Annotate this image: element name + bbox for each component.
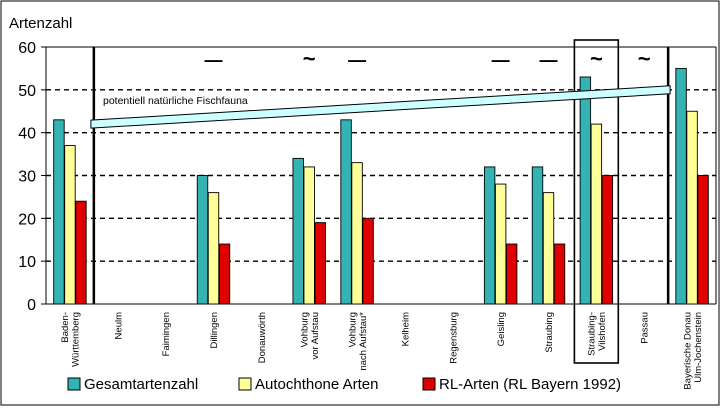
trend-mark: ~ [590,46,603,71]
y-tick-labels: 0 10 20 30 40 50 60 [18,40,46,314]
bar-autochthon [64,145,76,305]
x-tick-label-line: Kelheim [400,312,411,346]
trend-mark: — [205,50,223,70]
bars [53,67,709,305]
x-tick-label-line: Geisling [496,312,507,346]
bar-rl [697,175,709,305]
x-tick-label-line: Vohburg [299,312,310,347]
y-tick-label: 10 [18,254,36,271]
x-tick-label: Regensburg [448,312,459,364]
bar-autochthon [351,162,363,305]
bar-autochthon [494,183,507,305]
x-tick-label: Dillingen [209,312,220,348]
x-tick-label: Geisling [496,312,507,346]
legend-label: Gesamtartenzahl [84,376,198,393]
bar-gesamt [531,166,544,305]
annotation-group: — ~ — — — ~ ~ potentiell natürliche Fischfauna [90,39,671,364]
x-tick-label: Faimingen [161,312,172,356]
x-tick-label: Vohburgvor Aufstau [299,312,321,360]
y-tick-label: 50 [18,83,36,100]
bar-autochthon [207,192,220,305]
bar-rl [505,243,518,305]
x-tick-label-line: Donauwörth [257,312,268,363]
bar-rl [601,175,614,305]
x-tick-label-line: Straubing [544,312,555,353]
bar-rl [75,200,87,305]
x-tick-label-line: Faimingen [161,312,172,356]
bar-gesamt [53,119,65,305]
y-tick-label: 20 [18,211,36,228]
legend-label: Autochthone Arten [255,376,378,393]
annotation-text: potentiell natürliche Fischfauna [103,95,248,107]
highlight-box [573,39,620,364]
trend-mark: ~ [638,46,651,71]
trend-mark: — [492,50,510,70]
x-tick-label: Kelheim [400,312,411,346]
x-tick-label-line: Vilshofen [597,312,608,351]
bar-gesamt [196,175,209,305]
y-tick-label: 30 [18,169,36,186]
x-tick-label: Neulm [113,312,124,340]
y-tick-label: 60 [18,40,36,57]
x-tick-label-line: Straubing- [587,312,598,356]
x-tick-label-line: Neulm [113,312,124,340]
legend: Gesamtartenzahl Autochthone Arten RL-Arten… [67,376,621,393]
trend-mark: ~ [303,46,316,71]
x-tick-label-line: Passau [640,312,651,344]
x-tick-label: Passau [640,312,651,344]
bar-autochthon [686,110,698,305]
x-tick-label: Baden-Württemberg [60,312,82,367]
gridlines [46,89,716,262]
x-tick-label-line: Regensburg [448,312,459,364]
x-tick-label-line: Baden- [60,312,71,343]
trend-mark: — [540,50,558,70]
x-tick-label: Vohburgnach Aufstau* [347,312,369,371]
x-tick-label-line: nach Aufstau* [358,312,369,371]
x-tick-label: Bayerische DonauUlm-Jochenstein [682,312,704,390]
y-tick-label: 40 [18,126,36,143]
trend-mark: — [348,50,366,70]
bar-rl [362,217,374,305]
annotation-band [90,85,671,129]
legend-swatch [67,377,81,391]
bar-rl [553,243,566,305]
bar-gesamt [675,67,687,305]
bar-gesamt [292,157,304,305]
x-tick-label: Donauwörth [257,312,268,363]
x-tick-labels: Baden-Württemberg Neulm Faimingen Dillingen… [60,312,704,390]
x-tick-label-line: Dillingen [209,312,220,348]
bar-gesamt [483,166,496,305]
x-tick-label: Straubing-Vilshofen [587,312,609,356]
bar-autochthon [542,192,555,305]
x-tick-label-line: Bayerische Donau [682,312,693,390]
bar-gesamt [340,119,352,305]
x-tick-label-line: Vohburg [347,312,358,347]
y-tick-label: 0 [27,297,36,314]
x-tick-label-line: Ulm-Jochenstein [693,312,704,383]
bar-gesamt [579,76,592,305]
x-tick-label: Straubing [544,312,555,353]
bar-rl [218,243,231,305]
legend-label: RL-Arten (RL Bayern 1992) [439,376,621,393]
bar-autochthon [590,123,603,305]
legend-swatch [238,377,252,391]
legend-swatch [422,377,436,391]
bar-autochthon [303,166,315,305]
bar-rl [314,222,326,305]
x-tick-label-line: Württemberg [71,312,82,367]
y-axis-label: Artenzahl [9,15,72,32]
x-tick-label-line: vor Aufstau [310,312,321,360]
